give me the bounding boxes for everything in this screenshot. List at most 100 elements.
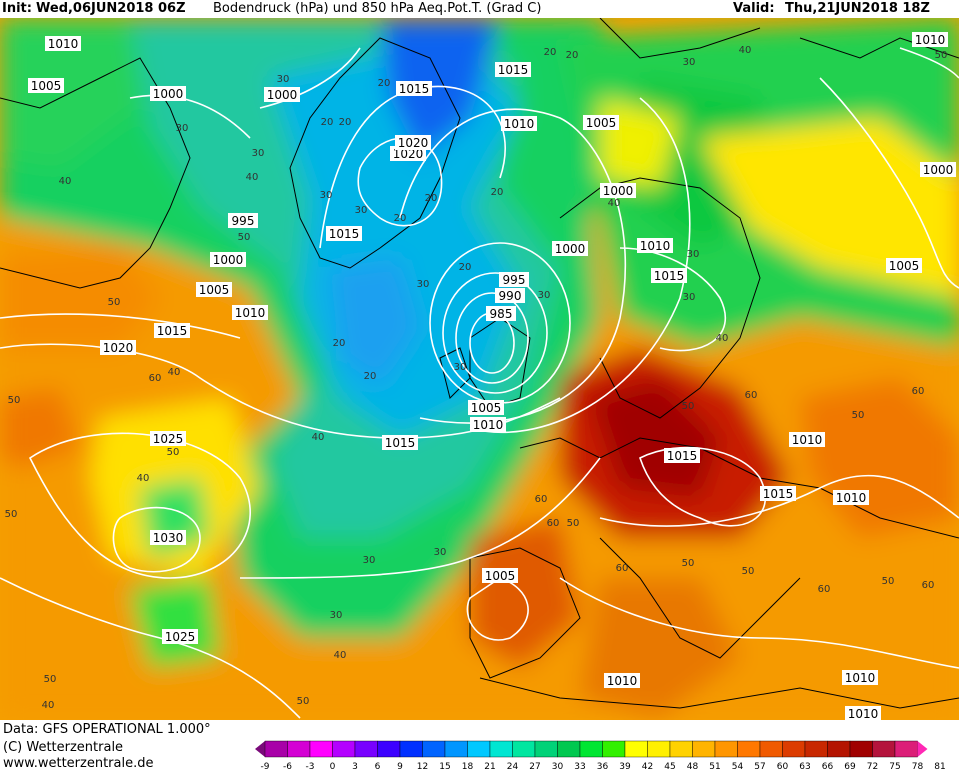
theta-label: 30 xyxy=(538,290,551,301)
isobar-label-38: 1010 xyxy=(842,670,878,685)
theta-label: 20 xyxy=(333,338,346,349)
theta-label: 30 xyxy=(434,547,447,558)
theta-label: 20 xyxy=(459,262,472,273)
theta-label: 20 xyxy=(378,78,391,89)
color-scale-cell xyxy=(602,740,626,758)
theta-label: 30 xyxy=(363,555,376,566)
theta-label: 30 xyxy=(176,123,189,134)
isobar-label-22: 1025 xyxy=(162,629,198,644)
svg-text:1000: 1000 xyxy=(153,87,184,101)
theta-label: 40 xyxy=(608,198,621,209)
svg-text:1010: 1010 xyxy=(845,671,876,685)
isobar-label-20: 1025 xyxy=(150,431,186,446)
svg-text:985: 985 xyxy=(490,307,513,321)
color-scale-tick-label: 3 xyxy=(352,762,358,770)
theta-label: 60 xyxy=(535,494,548,505)
copyright-text: (C) Wetterzentrale xyxy=(3,740,124,755)
color-scale-tick-label: 36 xyxy=(597,762,609,770)
isobar-label-28: 1000 xyxy=(552,241,588,256)
isobar-label-26: 1005 xyxy=(583,115,619,130)
color-scale-cell xyxy=(422,740,446,758)
theta-label: 50 xyxy=(852,410,865,421)
color-scale-cell xyxy=(624,740,648,758)
isobar-label-14: 995 xyxy=(499,272,529,287)
isobar-label-32: 1015 xyxy=(760,486,796,501)
color-scale-arrow-right xyxy=(917,741,928,757)
color-scale-cell xyxy=(444,740,468,758)
color-scale-cell xyxy=(264,740,288,758)
color-scale-cell xyxy=(804,740,828,758)
color-scale-cell xyxy=(647,740,671,758)
isobar-label-18: 1010 xyxy=(470,417,506,432)
theta-label: 40 xyxy=(137,473,150,484)
theta-label: 50 xyxy=(5,509,18,520)
svg-text:1000: 1000 xyxy=(923,163,954,177)
isobar-label-39: 1010 xyxy=(845,706,881,720)
color-scale-tick-label: 24 xyxy=(507,762,519,770)
isobar-label-40: 1010 xyxy=(604,673,640,688)
color-scale-tick-label: 63 xyxy=(799,762,810,770)
isobar-label-1: 1005 xyxy=(28,78,64,93)
color-scale-tick-label: 42 xyxy=(642,762,653,770)
color-scale-cell xyxy=(332,740,356,758)
color-scale-cells xyxy=(255,740,928,758)
theta-label: 50 xyxy=(742,566,755,577)
theta-label: 20 xyxy=(425,193,438,204)
color-scale-cell xyxy=(354,740,378,758)
color-scale-cell xyxy=(692,740,716,758)
svg-text:1020: 1020 xyxy=(393,147,424,161)
svg-text:1005: 1005 xyxy=(31,79,62,93)
weather-map: 1010 1005 1000 1000 1015 1015 1020 995 1… xyxy=(0,18,959,720)
theta-label: 20 xyxy=(364,371,377,382)
theta-label: 60 xyxy=(149,373,162,384)
website-link[interactable]: www.wetterzentrale.de xyxy=(3,756,154,771)
color-scale-tick-label: 12 xyxy=(417,762,428,770)
color-scale-cell xyxy=(399,740,423,758)
valid-label: Valid: xyxy=(733,1,775,16)
color-scale-cell xyxy=(534,740,558,758)
theta-label: 20 xyxy=(321,117,334,128)
theta-label: 40 xyxy=(246,172,259,183)
isobar-label-3: 1000 xyxy=(264,87,300,102)
theta-label: 60 xyxy=(616,563,629,574)
color-scale-cell xyxy=(714,740,738,758)
theta-label: 60 xyxy=(818,584,831,595)
color-scale-tick-label: 6 xyxy=(375,762,381,770)
theta-label: 50 xyxy=(44,674,57,685)
svg-text:1005: 1005 xyxy=(199,283,230,297)
svg-text:1000: 1000 xyxy=(555,242,586,256)
theta-label: 40 xyxy=(716,333,729,344)
color-scale-tick-label: 72 xyxy=(867,762,878,770)
theta-e-field xyxy=(0,18,959,720)
isobar-label-27: 1000 xyxy=(600,183,636,198)
theta-label: 20 xyxy=(491,187,504,198)
isobar-label-29: 1010 xyxy=(637,238,673,253)
color-scale-cell xyxy=(489,740,513,758)
theta-label: 50 xyxy=(167,447,180,458)
isobar-label-4: 1015 xyxy=(396,81,432,96)
color-scale-cell xyxy=(737,740,761,758)
svg-text:1015: 1015 xyxy=(385,436,416,450)
isobar-label-9: 1000 xyxy=(210,252,246,267)
svg-text:1015: 1015 xyxy=(329,227,360,241)
isobar-labels: 1010 1005 1000 1000 1015 1015 1020 995 1… xyxy=(28,32,956,720)
svg-text:1010: 1010 xyxy=(640,239,671,253)
theta-label: 20 xyxy=(544,47,557,58)
svg-text:1005: 1005 xyxy=(471,401,502,415)
color-scale-tick-label: 39 xyxy=(619,762,631,770)
svg-text:1015: 1015 xyxy=(667,449,698,463)
theta-label: 60 xyxy=(912,386,925,397)
svg-text:995: 995 xyxy=(503,273,526,287)
color-scale-tick-label: 27 xyxy=(529,762,540,770)
theta-label: 60 xyxy=(922,580,935,591)
theta-label: 30 xyxy=(683,292,696,303)
svg-text:1015: 1015 xyxy=(157,324,188,338)
theta-label: 30 xyxy=(683,57,696,68)
theta-label: 30 xyxy=(687,249,700,260)
color-scale-cell xyxy=(557,740,581,758)
isobar-label-35: 1010 xyxy=(912,32,948,47)
svg-text:1010: 1010 xyxy=(473,418,504,432)
theta-label: 50 xyxy=(682,401,695,412)
theta-label: 50 xyxy=(682,558,695,569)
color-scale-tick-label: -9 xyxy=(261,762,270,770)
